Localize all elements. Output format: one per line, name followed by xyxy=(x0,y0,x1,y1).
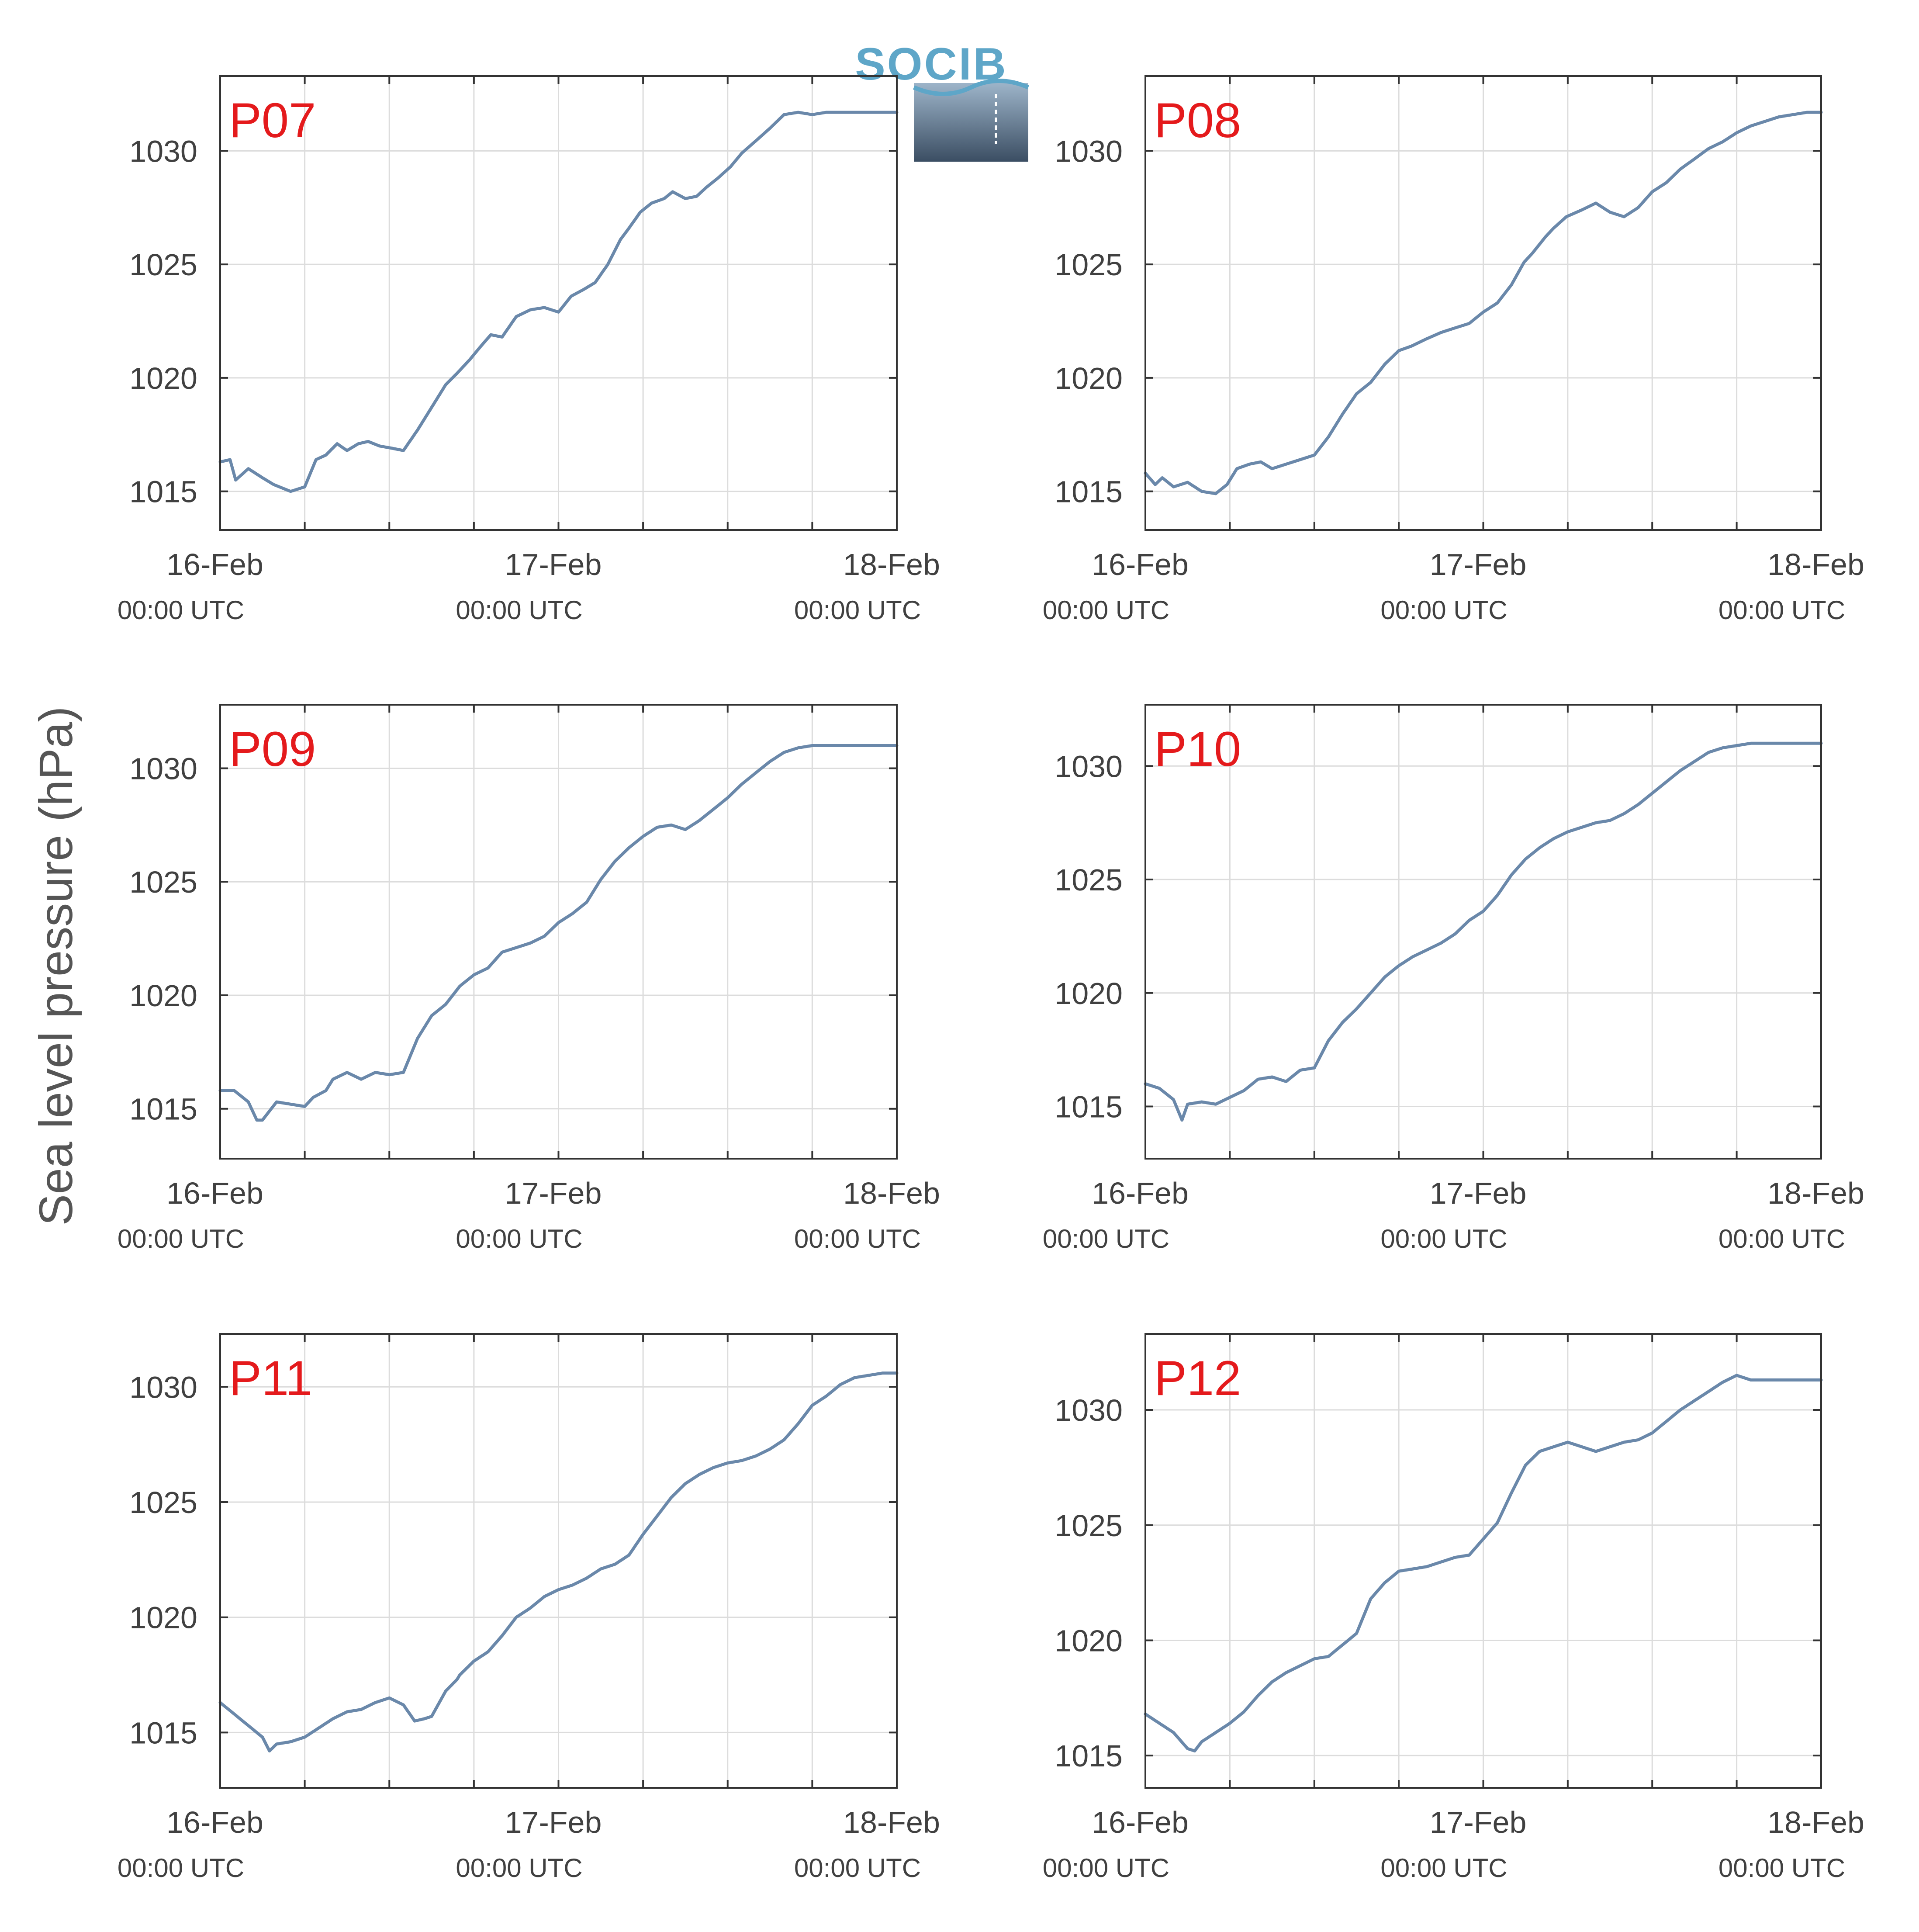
pressure-series-line xyxy=(218,744,899,1122)
x-tick-date-label: 18-Feb xyxy=(843,1176,940,1210)
x-tick-date-label: 17-Feb xyxy=(505,1176,602,1210)
y-tick-label: 1025 xyxy=(1055,248,1123,282)
x-tick-date-label: 16-Feb xyxy=(166,1805,263,1839)
x-tick-date-label: 18-Feb xyxy=(1767,547,1864,582)
y-tick-label: 1030 xyxy=(1055,1393,1123,1427)
pressure-series-line xyxy=(1144,1374,1823,1753)
y-tick-label: 1020 xyxy=(129,361,197,395)
x-tick-time-label: 00:00 UTC xyxy=(1380,1224,1507,1253)
x-tick-date-label: 17-Feb xyxy=(1430,1176,1527,1210)
x-tick-time-label: 00:00 UTC xyxy=(456,1853,582,1883)
y-tick-label: 1015 xyxy=(129,1092,197,1126)
x-tick-time-label: 00:00 UTC xyxy=(1380,596,1507,625)
x-tick-date-label: 16-Feb xyxy=(166,547,263,582)
pressure-series-line xyxy=(218,111,899,493)
x-tick-date-label: 18-Feb xyxy=(843,547,940,582)
x-tick-date-label: 18-Feb xyxy=(1767,1805,1864,1839)
y-tick-label: 1020 xyxy=(129,979,197,1013)
chart-panel-p07: 1015 1020 1025 1030 16-Feb 00:00 UTC 17-Feb 00:… xyxy=(118,75,940,625)
x-tick-time-label: 00:00 UTC xyxy=(118,1224,244,1253)
x-tick-date-label: 18-Feb xyxy=(843,1805,940,1839)
x-tick-date-label: 16-Feb xyxy=(1092,1176,1189,1210)
x-tick-time-label: 00:00 UTC xyxy=(118,1853,244,1883)
x-tick-time-label: 00:00 UTC xyxy=(118,596,244,625)
logo-text: SOCIB xyxy=(855,39,1007,90)
y-tick-label: 1030 xyxy=(1055,749,1123,783)
panel-label: P12 xyxy=(1154,1351,1241,1406)
chart-panels: 1015 1020 1025 1030 16-Feb 00:00 UTC 17-Feb 00:… xyxy=(118,75,1864,1883)
x-tick-time-label: 00:00 UTC xyxy=(1718,596,1845,625)
x-tick-time-label: 00:00 UTC xyxy=(1380,1853,1507,1883)
panel-label: P11 xyxy=(229,1351,312,1406)
panel-label: P10 xyxy=(1154,722,1241,776)
y-tick-label: 1015 xyxy=(129,1716,197,1750)
x-tick-time-label: 00:00 UTC xyxy=(1043,596,1169,625)
x-tick-time-label: 00:00 UTC xyxy=(794,1224,921,1253)
chart-panel-p12: 1015 1020 1025 1030 16-Feb 00:00 UTC 17-Feb 00:… xyxy=(1043,1333,1864,1883)
y-tick-label: 1025 xyxy=(129,1485,197,1520)
chart-panel-p10: 1015 1020 1025 1030 16-Feb 00:00 UTC 17-Feb 00:… xyxy=(1043,704,1864,1253)
logo-gradient-box xyxy=(914,83,1028,162)
chart-panel-p11: 1015 1020 1025 1030 16-Feb 00:00 UTC 17-Feb 00:… xyxy=(118,1333,940,1883)
x-tick-date-label: 17-Feb xyxy=(1430,1805,1527,1839)
y-tick-label: 1020 xyxy=(129,1601,197,1635)
y-tick-label: 1020 xyxy=(1055,976,1123,1011)
y-tick-label: 1030 xyxy=(129,751,197,786)
pressure-series-line xyxy=(1144,111,1823,495)
y-tick-label: 1030 xyxy=(129,134,197,168)
panel-label: P09 xyxy=(229,722,316,776)
pressure-series-line xyxy=(218,1371,899,1753)
y-tick-label: 1015 xyxy=(1055,1739,1123,1773)
x-tick-date-label: 16-Feb xyxy=(166,1176,263,1210)
y-tick-label: 1025 xyxy=(1055,1509,1123,1543)
x-tick-date-label: 18-Feb xyxy=(1767,1176,1864,1210)
x-tick-time-label: 00:00 UTC xyxy=(1718,1853,1845,1883)
panel-label: P08 xyxy=(1154,93,1241,148)
logo-wave xyxy=(913,79,1030,96)
x-tick-time-label: 00:00 UTC xyxy=(456,1224,582,1253)
x-tick-date-label: 16-Feb xyxy=(1092,547,1189,582)
x-tick-time-label: 00:00 UTC xyxy=(794,1853,921,1883)
y-tick-label: 1015 xyxy=(129,475,197,509)
y-tick-label: 1030 xyxy=(129,1370,197,1404)
y-axis-label: Sea level pressure (hPa) xyxy=(29,706,82,1226)
pressure-series-line xyxy=(1144,741,1823,1122)
x-tick-time-label: 00:00 UTC xyxy=(1718,1224,1845,1253)
y-tick-label: 1025 xyxy=(129,248,197,282)
y-tick-label: 1025 xyxy=(129,865,197,899)
panel-label: P07 xyxy=(229,93,316,148)
x-tick-date-label: 16-Feb xyxy=(1092,1805,1189,1839)
x-tick-time-label: 00:00 UTC xyxy=(794,596,921,625)
y-tick-label: 1020 xyxy=(1055,1624,1123,1658)
y-tick-label: 1020 xyxy=(1055,361,1123,395)
y-tick-label: 1015 xyxy=(1055,475,1123,509)
y-tick-label: 1030 xyxy=(1055,134,1123,168)
x-tick-time-label: 00:00 UTC xyxy=(1043,1853,1169,1883)
socib-logo: SOCIB xyxy=(855,39,1030,162)
x-tick-date-label: 17-Feb xyxy=(505,1805,602,1839)
x-tick-date-label: 17-Feb xyxy=(505,547,602,582)
y-tick-label: 1025 xyxy=(1055,863,1123,897)
x-tick-date-label: 17-Feb xyxy=(1430,547,1527,582)
chart-panel-p08: 1015 1020 1025 1030 16-Feb 00:00 UTC 17-Feb 00:… xyxy=(1043,75,1864,625)
x-tick-time-label: 00:00 UTC xyxy=(456,596,582,625)
x-tick-time-label: 00:00 UTC xyxy=(1043,1224,1169,1253)
chart-panel-p09: 1015 1020 1025 1030 16-Feb 00:00 UTC 17-Feb 00:… xyxy=(118,704,940,1253)
y-tick-label: 1015 xyxy=(1055,1090,1123,1124)
